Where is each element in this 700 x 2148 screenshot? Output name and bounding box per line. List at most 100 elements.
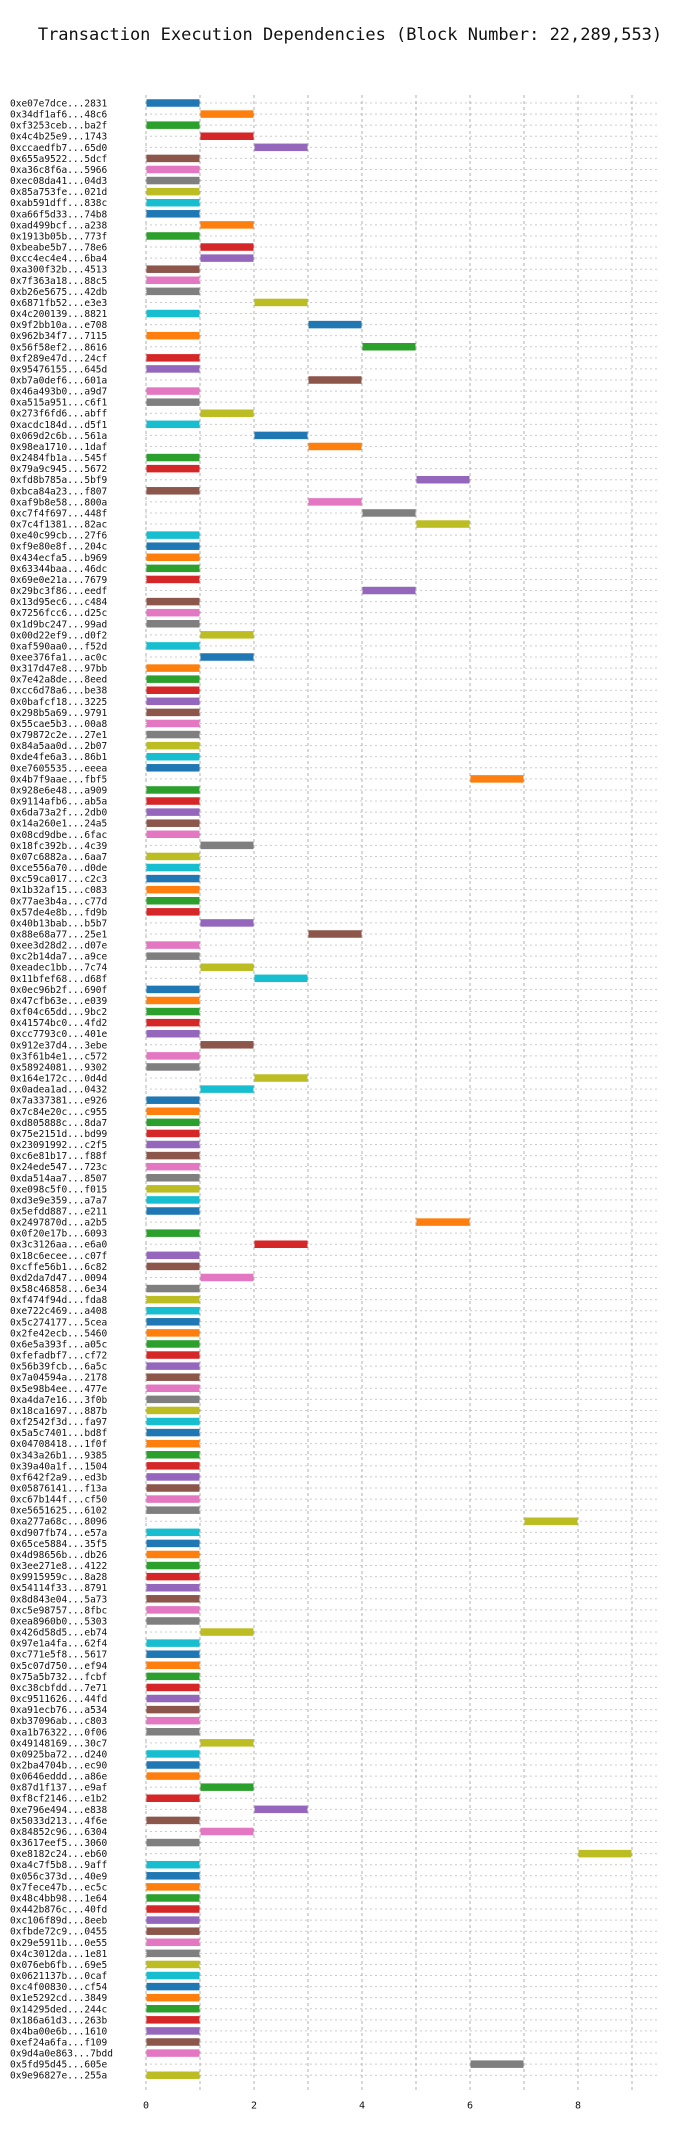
bar: [146, 1860, 200, 1869]
y-tick-label: 0x00d22ef9...d0f2: [10, 630, 107, 641]
y-tick-label: 0xee376fa1...ac0c: [10, 653, 107, 664]
y-tick-label: 0xef24a6fa...f109: [10, 2038, 108, 2049]
bar: [146, 620, 200, 628]
y-tick-label: 0xa4da7e16...3f0b: [10, 1395, 108, 1406]
bar: [146, 1406, 200, 1415]
y-tick-label: 0x0f20e17b...6093: [10, 1229, 107, 1240]
y-tick-label: 0xee3d28d2...d07e: [10, 941, 108, 952]
bar: [146, 1639, 200, 1647]
y-tick-label: 0x18c6ecee...c07f: [10, 1251, 107, 1262]
bar: [146, 1362, 200, 1370]
bar: [146, 1949, 200, 1958]
y-tick-label: 0x79a9c945...5672: [10, 464, 107, 475]
y-tick-label: 0x13d95ec6...c484: [10, 597, 108, 608]
y-tick-label: 0x7256fcc6...d25c: [10, 608, 107, 619]
y-tick-label: 0x4c200139...8821: [10, 309, 108, 320]
y-tick-label: 0xc7f4f697...448f: [10, 508, 107, 519]
y-tick-label: 0x426d58d5...eb74: [10, 1628, 108, 1639]
bar: [146, 1129, 200, 1138]
bar: [146, 309, 200, 318]
y-tick-label: 0x08cd9dbe...6fac: [10, 830, 107, 841]
bar: [200, 1739, 254, 1747]
y-tick-label: 0x442b876c...40fd: [10, 1905, 107, 1916]
y-tick-labels: 0xe07e7dce...28310x34df1af6...48c60xf325…: [10, 99, 113, 2082]
bar: [146, 719, 200, 728]
y-tick-label: 0xd907fb74...e57a: [10, 1528, 107, 1539]
bar: [146, 575, 200, 584]
bar: [146, 1938, 200, 1947]
bar: [146, 365, 200, 373]
bar: [146, 697, 200, 706]
bar: [146, 1318, 200, 1326]
y-tick-label: 0x273f6fd6...abff: [10, 409, 107, 420]
y-tick-label: 0xc771e5f8...5617: [10, 1650, 107, 1661]
y-tick-label: 0x07c6882a...6aa7: [10, 852, 107, 863]
bar: [146, 354, 200, 362]
bar: [254, 974, 308, 983]
bar: [146, 1395, 200, 1404]
bar: [578, 1849, 632, 1858]
bar: [146, 1207, 200, 1215]
y-tick-label: 0x77ae3b4a...c77d: [10, 896, 107, 907]
y-tick-label: 0x04708418...1f0f: [10, 1439, 107, 1450]
bar: [146, 1683, 200, 1692]
y-tick-label: 0x7e42a8de...8eed: [10, 675, 107, 686]
bar: [146, 1772, 200, 1780]
y-tick-label: 0xec08da41...04d3: [10, 176, 107, 187]
y-tick-label: 0xe5651625...6102: [10, 1506, 107, 1517]
y-tick-label: 0x65ce5884...35f5: [10, 1539, 107, 1550]
y-tick-label: 0x4c3012da...1e81: [10, 1949, 108, 1960]
y-tick-label: 0xc67b144f...cf50: [10, 1495, 108, 1506]
y-tick-label: 0x3c3126aa...e6a0: [10, 1240, 108, 1251]
y-tick-label: 0x49148169...30c7: [10, 1738, 107, 1749]
bar: [254, 298, 308, 307]
bar: [254, 431, 308, 440]
y-tick-label: 0x75a5b732...fcbf: [10, 1672, 107, 1683]
y-tick-label: 0x05876141...f13a: [10, 1484, 107, 1495]
bar: [146, 531, 200, 539]
bar: [146, 1716, 200, 1725]
bar: [362, 343, 416, 351]
y-tick-label: 0xa300f32b...4513: [10, 265, 107, 276]
bar: [146, 1595, 200, 1603]
y-tick-label: 0x3617eef5...3060: [10, 1838, 108, 1849]
y-tick-label: 0x7c84e20c...c955: [10, 1107, 107, 1118]
y-tick-label: 0x41574bc0...4fd2: [10, 1018, 107, 1029]
bar: [146, 198, 200, 207]
bar: [146, 1340, 200, 1348]
y-tick-label: 0x48c4bb98...1e64: [10, 1893, 108, 1904]
y-tick-label: 0xab591dff...838c: [10, 198, 107, 209]
bar: [146, 1284, 200, 1293]
y-tick-label: 0x0ec96b2f...690f: [10, 985, 107, 996]
y-tick-label: 0x9f2bb10a...e708: [10, 320, 108, 331]
bar: [146, 265, 200, 273]
y-tick-label: 0xe8182c24...eb60: [10, 1849, 108, 1860]
y-tick-label: 0x1913b05b...773f: [10, 231, 107, 242]
bar: [146, 1063, 200, 1071]
bar: [146, 1816, 200, 1825]
bar: [146, 1838, 200, 1847]
bar: [200, 919, 254, 927]
y-tick-label: 0xe796e494...e838: [10, 1805, 108, 1816]
y-tick-label: 0xa515a951...c6f1: [10, 398, 108, 409]
bar: [146, 1606, 200, 1614]
bar: [146, 1007, 200, 1016]
bar: [416, 1218, 470, 1226]
y-tick-label: 0x84a5aa0d...2b07: [10, 741, 107, 752]
y-tick-label: 0x34df1af6...48c6: [10, 110, 108, 121]
y-tick-label: 0x55cae5b3...00a8: [10, 719, 108, 730]
chart-title: Transaction Execution Dependencies (Bloc…: [38, 25, 662, 45]
bar: [146, 1052, 200, 1060]
bar: [146, 398, 200, 406]
y-tick-label: 0x4b7f9aae...fbf5: [10, 774, 107, 785]
bar: [146, 885, 200, 894]
bar: [146, 1373, 200, 1381]
y-tick-label: 0xbeabe5b7...78e6: [10, 243, 108, 254]
y-tick-label: 0x6871fb52...e3e3: [10, 298, 107, 309]
y-tick-label: 0x8d843e04...5a73: [10, 1594, 107, 1605]
bar: [146, 1162, 200, 1171]
y-tick-label: 0x24ede547...723c: [10, 1162, 107, 1173]
bar: [146, 908, 200, 916]
bar: [416, 520, 470, 528]
bar: [146, 741, 200, 750]
